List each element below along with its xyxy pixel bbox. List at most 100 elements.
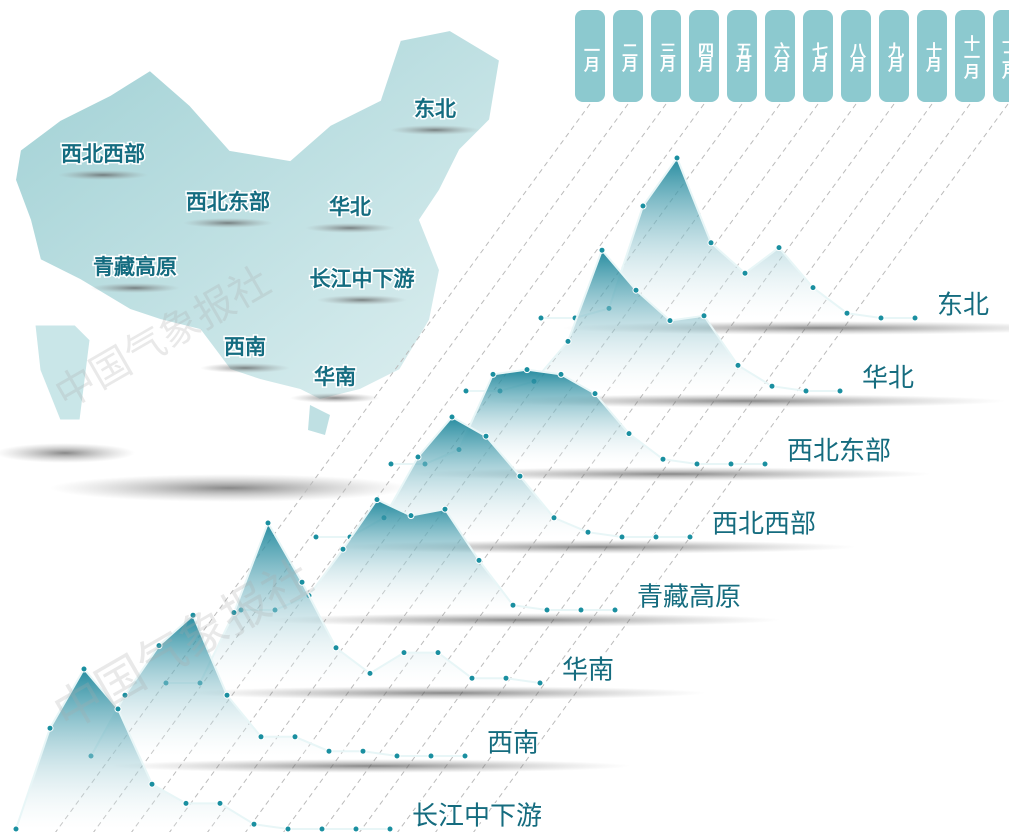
- ridge-point: [632, 286, 640, 294]
- ridge-label: 西南: [487, 729, 539, 759]
- ridge-point: [543, 606, 551, 614]
- ridge-label: 西北东部: [787, 437, 891, 467]
- ridge-point: [400, 649, 408, 657]
- label-shadow: [183, 218, 273, 228]
- shadow: [0, 443, 135, 463]
- month-label: 五月: [727, 10, 757, 102]
- ridge-point: [373, 496, 381, 504]
- guide-line: [93, 103, 629, 832]
- label-shadow: [290, 393, 380, 403]
- month-label: 八月: [841, 10, 871, 102]
- ridge-point: [352, 825, 360, 832]
- month-label: 十二月: [993, 10, 1009, 102]
- ridge-point: [312, 533, 320, 541]
- ridge-point: [659, 455, 667, 463]
- ridge-point: [707, 239, 715, 247]
- ridge-point: [393, 752, 401, 760]
- map-region-label: 东北: [414, 97, 456, 121]
- ridge-point: [414, 453, 422, 461]
- ridge-point: [625, 430, 633, 438]
- ridge-label: 华北: [862, 364, 914, 394]
- ridge-point: [652, 533, 660, 541]
- ridge-label: 华南: [562, 656, 614, 686]
- ridge-point: [448, 413, 456, 421]
- shadow: [50, 474, 410, 502]
- ridge-point: [114, 705, 122, 713]
- map-region-label: 长江中下游: [310, 267, 415, 291]
- ridge-point: [557, 370, 565, 378]
- china-map: [13, 28, 502, 402]
- ridge-area: [541, 158, 915, 318]
- ridge-point: [230, 609, 238, 617]
- ridge-point: [489, 370, 497, 378]
- ridge-point: [318, 825, 326, 832]
- label-shadow: [200, 363, 290, 373]
- ridge-point: [666, 317, 674, 325]
- label-shadow: [390, 125, 480, 135]
- ridge-point: [775, 244, 783, 252]
- ridge-shadow: [411, 467, 931, 481]
- month-label: 三月: [651, 10, 681, 102]
- ridge-point: [264, 519, 272, 527]
- ridge-point: [741, 269, 749, 277]
- ridge-point: [639, 202, 647, 210]
- ridge-label: 西北西部: [712, 510, 816, 540]
- guide-line: [169, 103, 705, 832]
- ridge-point: [686, 533, 694, 541]
- ridge-point: [536, 679, 544, 687]
- ridge-point: [148, 780, 156, 788]
- month-label: 一月: [575, 10, 605, 102]
- ridge-point: [189, 611, 197, 619]
- ridge-point: [46, 724, 54, 732]
- ridge-point: [257, 733, 265, 741]
- map-region-label: 华南: [314, 365, 356, 389]
- ridge-point: [155, 642, 163, 650]
- label-shadow: [58, 170, 148, 180]
- ridge-shadow: [111, 759, 631, 773]
- ridge-point: [693, 460, 701, 468]
- ridge-point: [386, 825, 394, 832]
- month-label: 二月: [613, 10, 643, 102]
- hainan: [308, 405, 330, 435]
- ridge-point: [877, 314, 885, 322]
- ridge-point: [407, 512, 415, 520]
- ridge-point: [673, 154, 681, 162]
- ridge-point: [121, 691, 129, 699]
- month-label: 十一月: [955, 10, 985, 102]
- map-region-label: 西北西部: [61, 142, 145, 166]
- ridge-area: [316, 417, 690, 537]
- ridge-point: [461, 752, 469, 760]
- ridge-line: [15, 667, 390, 830]
- ridge-point: [441, 505, 449, 513]
- ridge-point: [223, 691, 231, 699]
- month-label: 七月: [803, 10, 833, 102]
- ridge-point: [12, 825, 20, 832]
- ridge-point: [332, 644, 340, 652]
- ridge-area: [241, 499, 615, 610]
- ridge-point: [577, 606, 585, 614]
- ridge-point: [298, 578, 306, 586]
- label-shadow: [305, 223, 395, 233]
- ridge-point: [250, 820, 258, 828]
- ridge-point: [727, 460, 735, 468]
- month-label: 九月: [879, 10, 909, 102]
- south-sea-inset: [34, 324, 91, 421]
- ridge-label: 长江中下游: [412, 802, 542, 832]
- ridge-point: [802, 387, 810, 395]
- ridge-point: [80, 665, 88, 673]
- map-region-label: 西南: [224, 335, 266, 359]
- ridge-point: [768, 382, 776, 390]
- ridge-point: [427, 752, 435, 760]
- ridge-point: [550, 514, 558, 522]
- ridge-point: [584, 528, 592, 536]
- ridge-point: [843, 309, 851, 317]
- ridge-point: [468, 674, 476, 682]
- ridge-point: [523, 366, 531, 374]
- map-region-label: 华北: [329, 195, 371, 219]
- guide-line: [397, 103, 933, 832]
- ridge-point: [761, 460, 769, 468]
